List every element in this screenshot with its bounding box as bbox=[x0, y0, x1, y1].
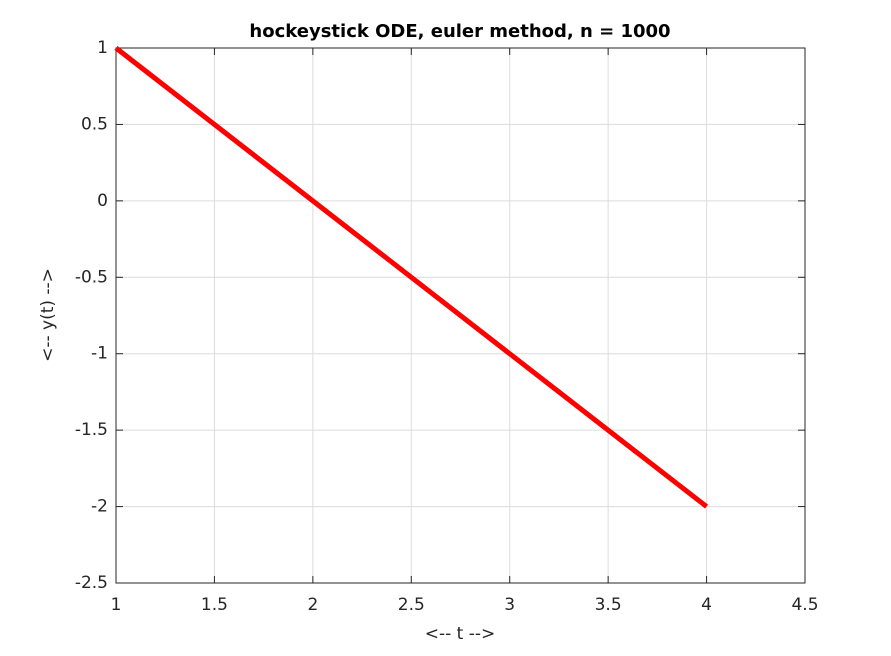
y-tick-label: -2.5 bbox=[75, 573, 108, 593]
x-tick-label: 2.5 bbox=[398, 595, 425, 615]
x-tick-label: 2 bbox=[307, 595, 318, 615]
y-tick-label: -2 bbox=[91, 497, 108, 517]
x-tick-label: 4 bbox=[701, 595, 712, 615]
y-tick-label: -0.5 bbox=[75, 267, 108, 287]
plot-frame bbox=[115, 47, 806, 584]
y-tick-label: 1 bbox=[97, 38, 108, 58]
y-tick-label: -1.5 bbox=[75, 420, 108, 440]
y-tick-label: 0 bbox=[97, 191, 108, 211]
data-line bbox=[114, 46, 709, 509]
x-tick-label: 1 bbox=[111, 595, 122, 615]
x-tick-label: 3.5 bbox=[595, 595, 622, 615]
x-tick-label: 4.5 bbox=[791, 595, 818, 615]
chart-title: hockeystick ODE, euler method, n = 1000 bbox=[249, 21, 670, 42]
y-tick-label: -1 bbox=[91, 344, 108, 364]
y-axis-label: <-- y(t) --> bbox=[38, 268, 58, 362]
y-tick-label: 0.5 bbox=[81, 114, 108, 134]
x-tick-label: 3 bbox=[504, 595, 515, 615]
x-axis-label: <-- t --> bbox=[425, 624, 496, 644]
x-tick-label: 1.5 bbox=[201, 595, 228, 615]
